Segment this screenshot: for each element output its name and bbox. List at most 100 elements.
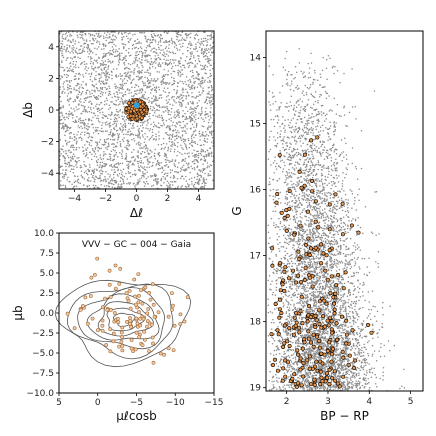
- field-star: [151, 131, 154, 134]
- field-star: [144, 120, 146, 122]
- field-star: [145, 147, 148, 149]
- field-star: [167, 113, 170, 116]
- field-star: [67, 92, 70, 95]
- field-star: [146, 69, 149, 71]
- field-star: [164, 146, 166, 148]
- field-star: [354, 246, 357, 248]
- field-star: [206, 41, 209, 43]
- field-star: [181, 89, 183, 91]
- field-star: [126, 160, 128, 163]
- field-star: [365, 380, 367, 382]
- field-star: [165, 46, 168, 48]
- field-star: [353, 285, 355, 288]
- field-star: [121, 149, 123, 151]
- field-star: [354, 261, 356, 263]
- field-star: [65, 152, 67, 154]
- field-star: [63, 70, 65, 72]
- field-star: [134, 83, 137, 86]
- field-star: [191, 108, 194, 110]
- field-star: [141, 166, 143, 168]
- field-star: [188, 163, 190, 165]
- field-star: [90, 144, 92, 147]
- field-star: [178, 62, 180, 65]
- field-star: [208, 155, 210, 157]
- field-star: [121, 81, 124, 83]
- field-star: [200, 108, 203, 110]
- field-star: [150, 60, 153, 63]
- field-star: [93, 155, 96, 158]
- field-star: [125, 118, 127, 121]
- field-star: [71, 117, 74, 119]
- field-star: [158, 109, 160, 112]
- field-star: [131, 95, 133, 97]
- field-star: [179, 101, 182, 104]
- field-star: [181, 130, 184, 132]
- field-star: [127, 131, 129, 133]
- field-star: [180, 34, 182, 37]
- field-star: [59, 33, 61, 35]
- field-star: [76, 108, 78, 111]
- field-star: [105, 103, 108, 105]
- field-star: [127, 160, 130, 163]
- field-star: [152, 161, 154, 164]
- field-star: [62, 169, 64, 171]
- field-star: [116, 114, 118, 117]
- field-star: [165, 126, 168, 129]
- field-star: [290, 196, 292, 198]
- field-star: [174, 124, 176, 127]
- pm-member: [170, 307, 174, 312]
- field-star: [148, 160, 151, 163]
- field-star: [170, 76, 173, 79]
- field-star: [65, 112, 67, 115]
- field-star: [106, 117, 109, 120]
- field-star: [158, 134, 160, 137]
- field-star: [162, 175, 165, 178]
- field-star: [192, 112, 194, 115]
- field-star: [276, 272, 278, 275]
- field-star: [205, 72, 207, 75]
- field-star: [97, 158, 100, 161]
- field-star: [196, 178, 198, 181]
- y-tick-label: 2: [48, 74, 54, 84]
- field-star: [83, 39, 85, 41]
- pm-member: [119, 330, 124, 335]
- field-star: [137, 165, 140, 167]
- field-star: [208, 34, 210, 37]
- field-star: [68, 132, 71, 135]
- field-star: [127, 37, 129, 40]
- field-star: [163, 53, 166, 55]
- field-star: [101, 111, 104, 113]
- field-star: [269, 237, 271, 239]
- field-star: [118, 96, 120, 98]
- field-star: [359, 335, 361, 338]
- field-star: [383, 344, 385, 347]
- field-star: [88, 163, 91, 166]
- field-star: [207, 121, 210, 124]
- field-star: [194, 107, 196, 109]
- field-star: [104, 60, 107, 62]
- field-star: [114, 39, 116, 41]
- field-star: [362, 295, 364, 297]
- field-star: [317, 122, 319, 124]
- field-star: [152, 101, 154, 103]
- field-star: [191, 139, 193, 142]
- field-star: [133, 148, 135, 151]
- field-star: [162, 82, 164, 84]
- field-star: [185, 180, 188, 182]
- field-star: [145, 180, 148, 183]
- field-star: [321, 197, 324, 199]
- field-star: [192, 155, 194, 157]
- field-star: [273, 222, 275, 224]
- field-star: [121, 83, 123, 86]
- y-tick-label: 7.5: [40, 249, 54, 259]
- field-star: [136, 160, 139, 163]
- field-star: [121, 151, 124, 153]
- field-star: [210, 104, 212, 106]
- field-star: [90, 72, 93, 74]
- proper-motion-members: [65, 256, 190, 365]
- field-star: [209, 44, 212, 47]
- field-star: [143, 141, 146, 144]
- field-star: [142, 126, 144, 129]
- field-star: [186, 36, 188, 39]
- field-star: [305, 175, 307, 178]
